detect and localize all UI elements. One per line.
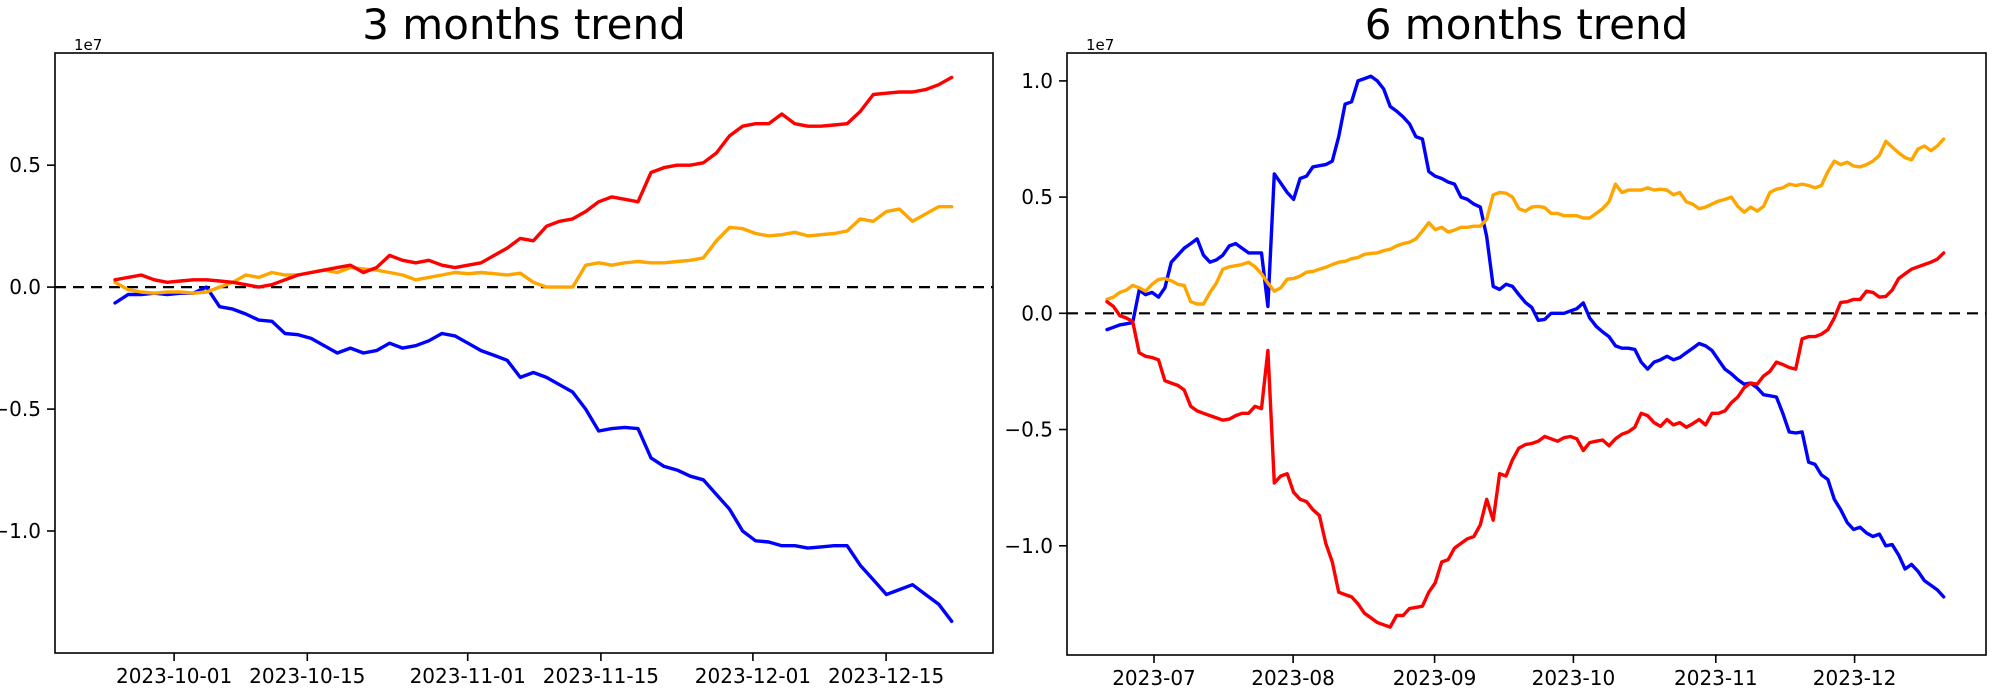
y-axis-offset-label-left: 1e7 xyxy=(74,36,103,54)
x-tick-label: 2023-07 xyxy=(1112,666,1196,690)
series-line-red xyxy=(1105,251,1946,629)
y-tick-label: −1.0 xyxy=(0,519,41,543)
y-tick-label: 0.5 xyxy=(1021,185,1053,209)
x-tick-label: 2023-11-01 xyxy=(410,664,526,688)
x-tick-label: 2023-10 xyxy=(1532,666,1616,690)
x-tick-label: 2023-10-01 xyxy=(116,664,232,688)
series-line-blue xyxy=(113,285,954,623)
y-tick-label: 0.5 xyxy=(9,153,41,177)
axes-border xyxy=(54,52,994,654)
x-tick-label: 2023-12 xyxy=(1813,666,1897,690)
x-tick-label: 2023-10-15 xyxy=(249,664,365,688)
y-tick-label: 0.0 xyxy=(1021,301,1053,325)
chart-plot-1: 1.0 0.5 0.0 −0.5 −1.0 2023-07 2023-08 2023-09 20… xyxy=(1004,52,1987,690)
y-tick-label: 1.0 xyxy=(1021,69,1053,93)
x-tick-label: 2023-11-15 xyxy=(543,664,659,688)
x-tick-label: 2023-12-01 xyxy=(695,664,811,688)
y-tick-label: −0.5 xyxy=(0,397,41,421)
x-tick-label: 2023-09 xyxy=(1393,666,1477,690)
series-line-blue xyxy=(1105,74,1946,599)
chart-title-3-months: 3 months trend xyxy=(362,0,686,49)
axes-border xyxy=(1066,52,1987,656)
x-tick-label: 2023-12-15 xyxy=(828,664,944,688)
chart-title-6-months: 6 months trend xyxy=(1364,0,1689,49)
y-tick-label: 0.0 xyxy=(9,275,41,299)
y-axis-offset-label-right: 1e7 xyxy=(1086,36,1115,54)
chart-plot-0: 0.5 0.0 −0.5 −1.0 2023-10-01 2023-10-15 2023-1… xyxy=(0,52,994,688)
y-tick-label: −0.5 xyxy=(1004,418,1053,442)
series-line-orange xyxy=(1105,137,1946,306)
x-tick-label: 2023-08 xyxy=(1251,666,1335,690)
series-line-red xyxy=(113,75,954,289)
x-tick-label: 2023-11 xyxy=(1674,666,1758,690)
y-tick-label: −1.0 xyxy=(1004,534,1053,558)
series-line-orange xyxy=(113,204,954,295)
